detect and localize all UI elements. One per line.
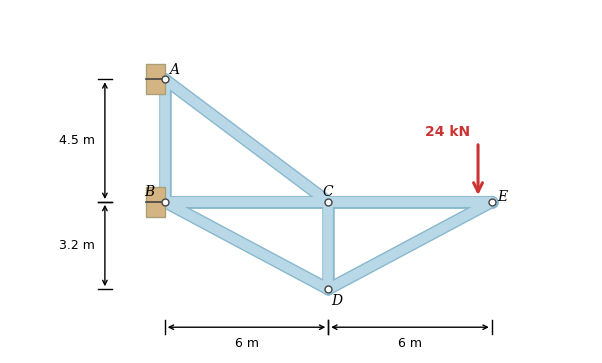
Text: E: E xyxy=(497,190,507,204)
Text: 4.5 m: 4.5 m xyxy=(60,134,95,147)
Text: 24 kN: 24 kN xyxy=(425,125,470,139)
Text: D: D xyxy=(331,294,342,307)
Text: A: A xyxy=(169,63,179,77)
Text: C: C xyxy=(323,184,334,199)
Text: 6 m: 6 m xyxy=(235,337,258,350)
Text: B: B xyxy=(144,185,155,199)
Polygon shape xyxy=(146,187,165,217)
Text: 6 m: 6 m xyxy=(398,337,422,350)
Polygon shape xyxy=(146,64,165,94)
Text: 3.2 m: 3.2 m xyxy=(60,239,95,252)
